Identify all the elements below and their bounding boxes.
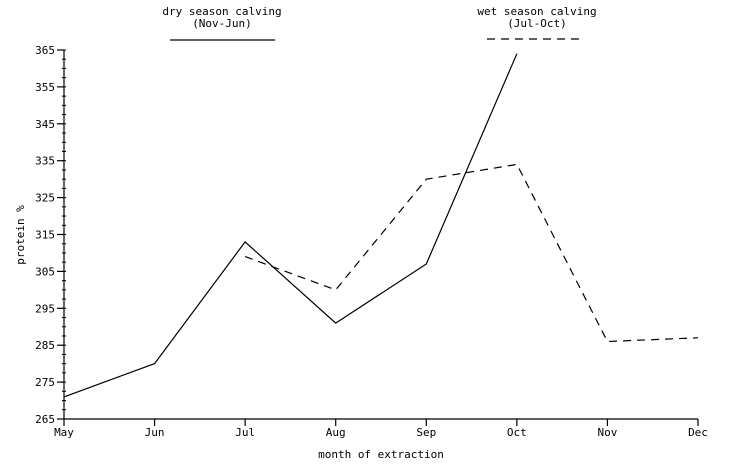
y-tick-label: 305 [35,265,55,278]
x-tick-label: Oct [507,426,527,439]
y-tick-label: 365 [35,44,55,57]
x-tick-label: Jul [235,426,255,439]
x-tick-label: May [54,426,74,439]
y-tick-label: 325 [35,192,55,205]
x-tick-label: Dec [688,426,708,439]
legend-wet-label: wet season calving [477,5,596,18]
x-axis-title: month of extraction [318,448,444,461]
x-tick-label: Sep [416,426,436,439]
y-tick-label: 335 [35,155,55,168]
y-tick-label: 355 [35,81,55,94]
y-axis-ticks: 265 275 285 295 305 315 325 335 345 355 365 [35,44,64,426]
axes [62,49,698,420]
y-tick-label: 295 [35,302,55,315]
legend-dry-note: (Nov-Jun) [192,17,252,30]
y-tick-label: 265 [35,413,55,426]
legend-dry-label: dry season calving [162,5,281,18]
y-tick-label: 345 [35,118,55,131]
y-tick-label: 315 [35,229,55,242]
x-tick-label: Jun [145,426,165,439]
y-axis-title: protein % [14,205,27,265]
x-tick-label: Aug [326,426,346,439]
legend-wet-note: (Jul-Oct) [507,17,567,30]
x-tick-label: Nov [597,426,617,439]
y-tick-label: 285 [35,339,55,352]
legend: dry season calving (Nov-Jun) wet season … [162,5,597,41]
x-axis-ticks: May Jun Jul Aug Sep Oct Nov Dec [54,419,708,439]
y-tick-label: 275 [35,376,55,389]
series-line-dry-season [63,53,518,398]
series-lines [63,53,699,398]
series-line-wet-season [244,163,699,343]
